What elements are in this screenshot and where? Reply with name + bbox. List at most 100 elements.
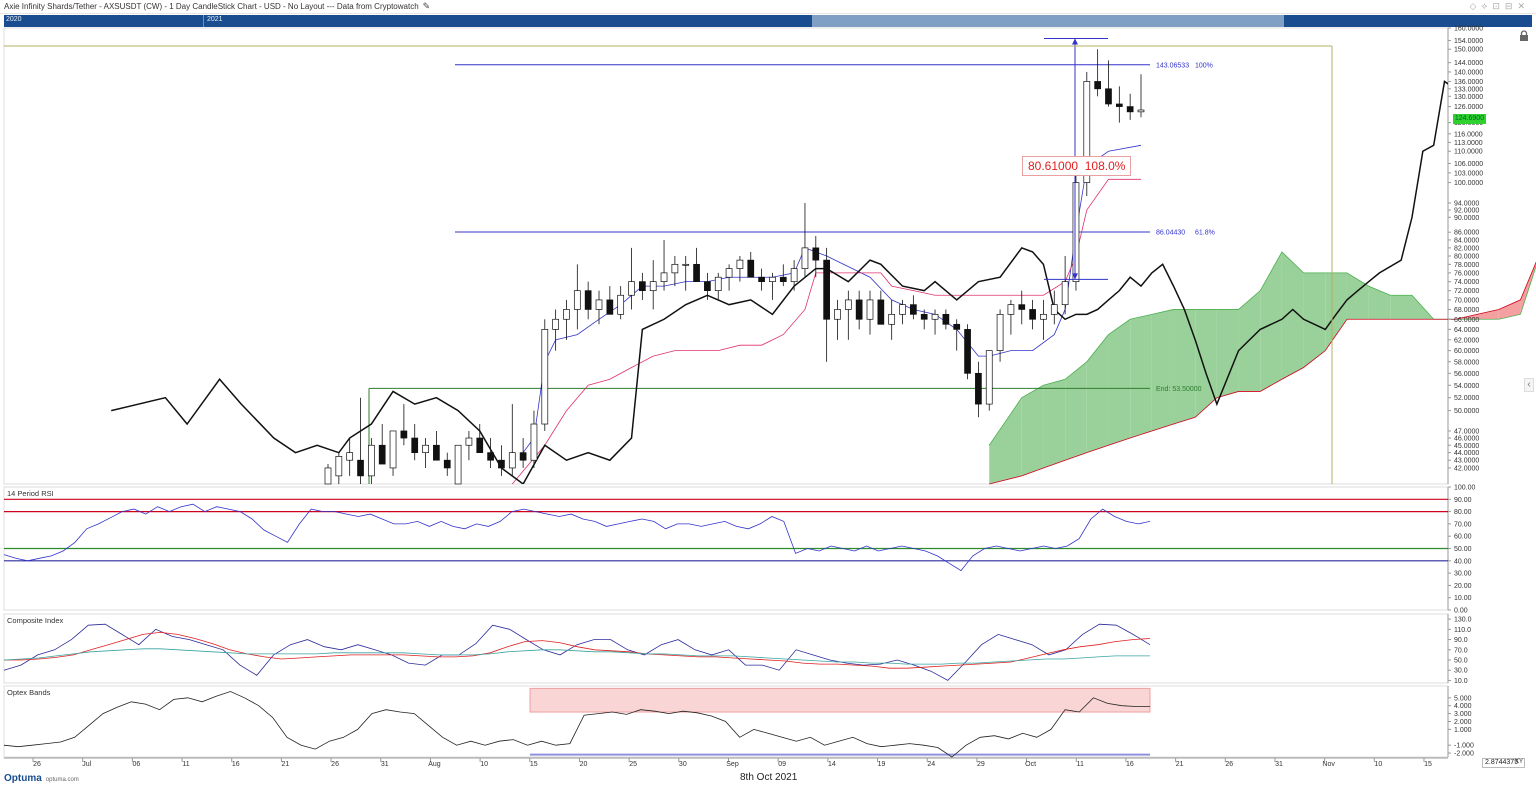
candle: [465, 430, 473, 461]
ichimoku-cloud-segment: [1021, 385, 1044, 476]
panel-tick-label: 10.00: [1454, 595, 1472, 602]
composite-title: Composite Index: [7, 616, 64, 625]
price-tick-label: 46.0000: [1454, 436, 1479, 443]
candle-body-down: [378, 444, 386, 465]
price-tick-label: 100.0000: [1454, 180, 1483, 187]
chart-canvas[interactable]: 143.06533 100% 86.04430 61.8% End: 53.50000 1…: [0, 0, 1536, 771]
price-tick-label: 150.0000: [1454, 47, 1483, 54]
candle: [595, 290, 603, 325]
x-tick-label: 06: [132, 761, 140, 768]
price-tick-label: 52.0000: [1454, 395, 1479, 402]
candle-body-up: [541, 329, 549, 425]
candle: [584, 281, 592, 320]
candle: [693, 247, 700, 282]
candle: [866, 290, 874, 335]
candle: [736, 256, 744, 282]
candle-body-up: [801, 247, 809, 269]
panel-tick-label: 60.00: [1454, 534, 1472, 541]
candle-body-down: [1126, 106, 1134, 113]
candle: [519, 438, 527, 468]
candle: [910, 295, 917, 320]
candle: [888, 299, 896, 340]
ichimoku-cloud-segment: [1043, 379, 1066, 468]
candle: [714, 272, 722, 300]
candle-body-up: [985, 350, 993, 405]
ichimoku-cloud-segment: [1498, 299, 1521, 320]
title-bar: Axie Infinity Shards/Tether - AXSUSDT (C…: [0, 0, 1536, 14]
ichimoku-cloud-segment: [989, 397, 1022, 484]
candle: [335, 452, 343, 484]
candle-body-up: [1083, 81, 1091, 183]
rsi-panel: 14 Period RSI 100.00 90.00 80.00 70.00 60.00 5…: [3, 485, 1476, 615]
candle-body-up: [899, 304, 906, 315]
edit-pencil-icon[interactable]: ✎: [422, 1, 431, 11]
fib-level-value: 86.04430: [1156, 230, 1185, 237]
price-tick-label: 106.0000: [1454, 161, 1483, 168]
panel-tick-label: 40.00: [1454, 558, 1472, 565]
panel-tick-label: 50.0: [1454, 658, 1468, 665]
x-tick-label: 14: [828, 761, 836, 768]
price-tick-label: 80.0000: [1454, 254, 1479, 261]
candle-body-up: [649, 281, 657, 292]
candle-body-down: [411, 437, 419, 453]
candle-body-up: [563, 309, 570, 320]
rsi-line: [3, 503, 1151, 572]
chart-title: Axie Infinity Shards/Tether - AXSUSDT (C…: [4, 1, 431, 11]
price-tick-label: 160.0000: [1454, 26, 1483, 33]
price-tick-label: 130.0000: [1454, 94, 1483, 101]
ichimoku-cloud-segment: [1346, 272, 1369, 320]
candle-body-up: [389, 430, 397, 469]
panel-tick-label: 0.00: [1454, 608, 1468, 615]
price-tick-label: 116.0000: [1454, 131, 1483, 138]
candle: [508, 404, 516, 476]
candle: [1018, 290, 1026, 325]
composite-index-panel: Composite Index 130.0 110.0 90.0 70.0 50.0 30.…: [3, 613, 1472, 685]
chart-date: 8th Oct 2021: [740, 772, 798, 783]
panel-tick-label: 2.000: [1454, 719, 1472, 726]
ichimoku-cloud-segment: [1130, 314, 1152, 439]
navigator-visible-window[interactable]: [812, 15, 1284, 27]
window-controls[interactable]: ◇⟡⊡⊟✕: [1469, 1, 1530, 11]
candle-body-down: [487, 452, 494, 461]
candle: [378, 424, 386, 465]
price-tick-label: 82.0000: [1454, 245, 1479, 252]
candle-body-up: [866, 299, 874, 320]
ichimoku-cloud-segment: [1173, 309, 1196, 425]
price-tick-label: 126.0000: [1454, 104, 1483, 111]
candle-body-up: [628, 281, 635, 296]
candle-body-down: [953, 323, 961, 330]
candle: [487, 438, 494, 468]
candle-body-up: [996, 313, 1004, 351]
cloud-span-b: [989, 261, 1536, 485]
x-tick-label: 26: [33, 761, 41, 768]
price-tick-label: 50.0000: [1454, 408, 1479, 415]
price-tick-label: 54.0000: [1454, 383, 1479, 390]
price-tick-label: 90.0000: [1454, 215, 1479, 222]
candle: [964, 324, 971, 380]
timeline-navigator[interactable]: 2020 2021: [4, 15, 1532, 27]
x-tick-label: 26: [331, 761, 339, 768]
lock-icon[interactable]: [1518, 30, 1530, 42]
candle-body-up: [714, 276, 722, 292]
panel-tick-label: 90.0: [1454, 637, 1468, 644]
fib-level-percent: 61.8%: [1195, 230, 1215, 237]
rsi-title: 14 Period RSI: [7, 489, 54, 498]
x-tick-label: Aug: [428, 761, 441, 768]
ichimoku-cloud-segment: [1151, 309, 1174, 431]
candle-body-down: [606, 299, 614, 315]
price-tick-label: 84.0000: [1454, 237, 1479, 244]
side-panel-collapse-icon[interactable]: ‹: [1524, 378, 1534, 392]
candle: [368, 438, 375, 484]
candle-body-up: [660, 272, 668, 282]
composite-series-3: [3, 648, 1150, 665]
price-tick-label: 62.0000: [1454, 337, 1479, 344]
candle-body-down: [584, 290, 592, 310]
candle: [649, 260, 657, 310]
candle: [899, 299, 906, 325]
candle: [985, 350, 993, 411]
candle: [400, 404, 408, 446]
ichimoku-cloud-segment: [1216, 309, 1239, 398]
price-tick-label: 60.0000: [1454, 348, 1479, 355]
candle-body-up: [671, 263, 679, 274]
lagging-close-line: [111, 80, 1448, 484]
